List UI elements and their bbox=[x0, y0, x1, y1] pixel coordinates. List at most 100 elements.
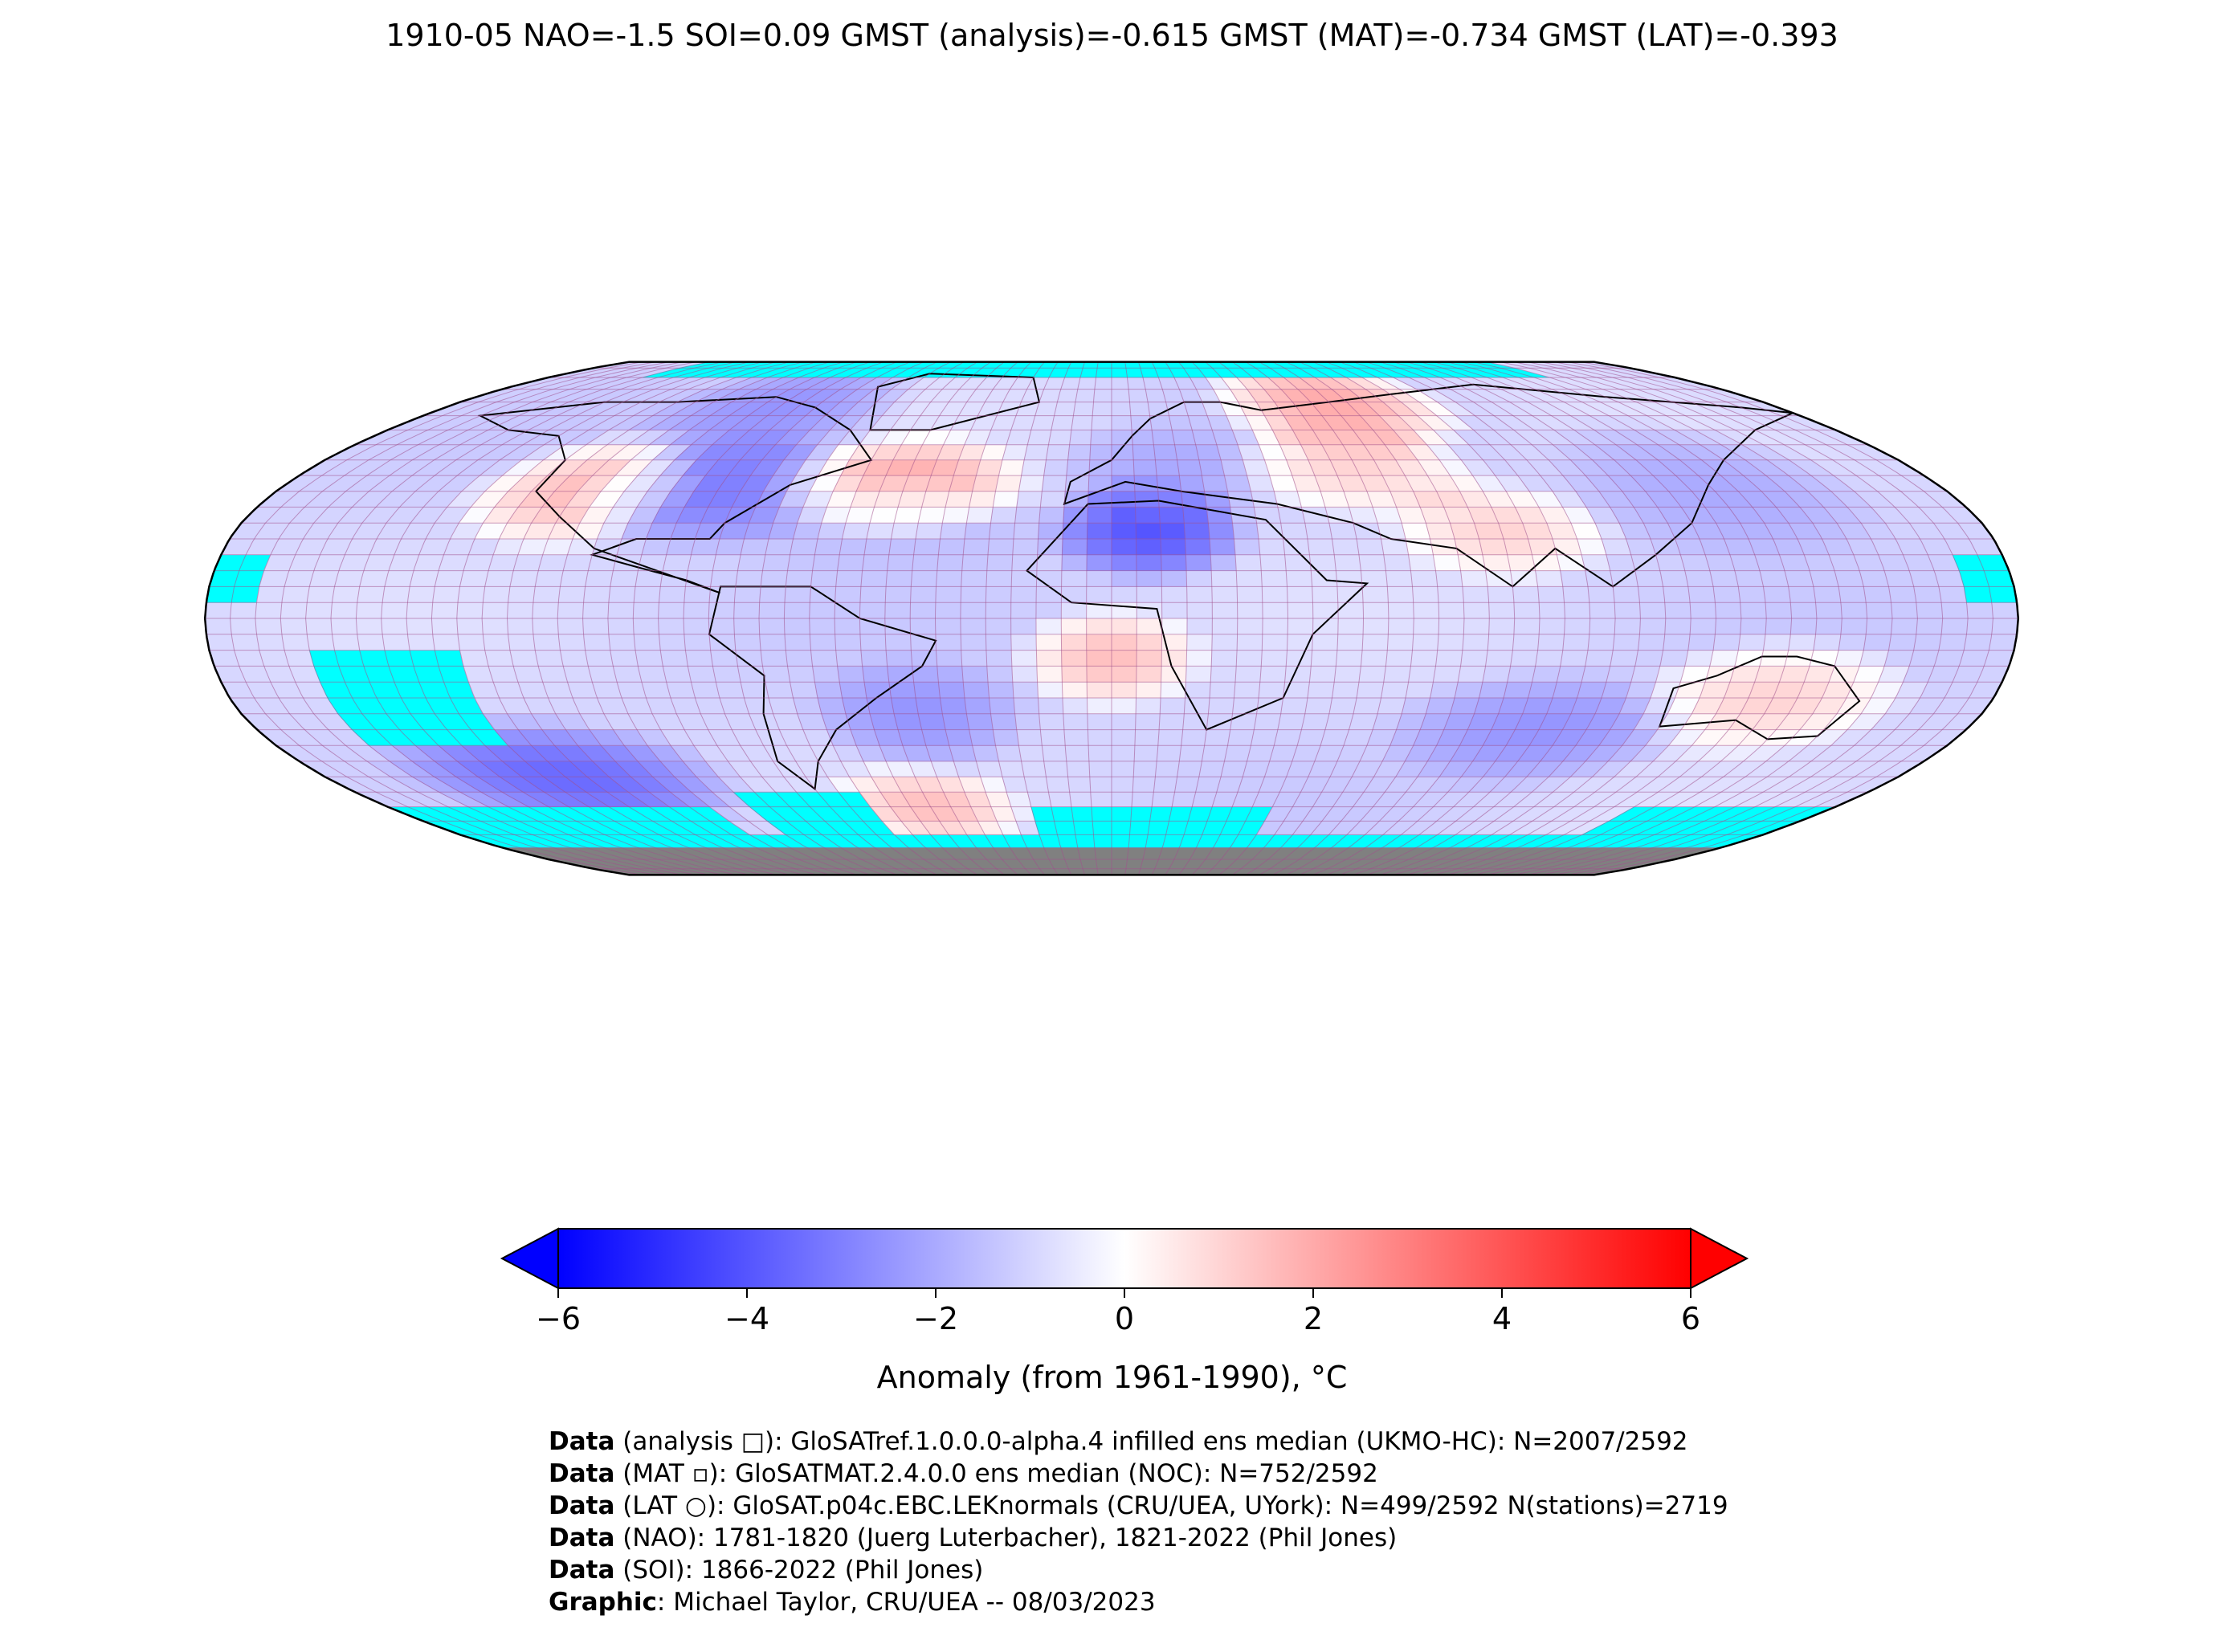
grid-cell bbox=[1211, 618, 1239, 635]
grid-cell bbox=[989, 697, 1015, 715]
grid-cell bbox=[1149, 806, 1173, 822]
grid-cell bbox=[1307, 538, 1335, 556]
grid-cell bbox=[1202, 475, 1228, 492]
grid-cell bbox=[1071, 415, 1093, 430]
grid-cell bbox=[1036, 554, 1063, 571]
grid-cell bbox=[560, 570, 589, 587]
grid-cell bbox=[1046, 444, 1070, 461]
grid-cell bbox=[1111, 859, 1128, 870]
grid-cell bbox=[1412, 586, 1439, 603]
grid-cell bbox=[989, 522, 1015, 540]
grid-cell bbox=[860, 570, 888, 587]
grid-cell bbox=[357, 634, 386, 651]
grid-cell bbox=[936, 570, 963, 587]
grid-cell bbox=[1425, 697, 1455, 715]
grid-cell bbox=[837, 666, 865, 683]
grid-cell bbox=[812, 666, 840, 683]
grid-cell bbox=[1073, 821, 1094, 835]
grid-cell bbox=[972, 744, 999, 762]
grid-cell bbox=[1503, 538, 1532, 556]
grid-cell bbox=[1612, 634, 1640, 651]
grid-cell bbox=[537, 554, 568, 571]
grid-cell bbox=[1581, 666, 1611, 683]
grid-cell bbox=[985, 618, 1012, 635]
grid-cell bbox=[1111, 367, 1128, 378]
grid-cell bbox=[1010, 570, 1038, 587]
grid-cell bbox=[859, 634, 887, 651]
grid-cell bbox=[1891, 618, 1918, 635]
grid-cell bbox=[1111, 586, 1137, 603]
grid-cell bbox=[1210, 666, 1237, 683]
credit-line: Data (MAT ▫): GloSATMAT.2.4.0.0 ens medi… bbox=[549, 1459, 1378, 1488]
grid-cell bbox=[666, 681, 696, 699]
grid-cell bbox=[990, 507, 1018, 524]
grid-cell bbox=[1178, 475, 1205, 492]
credits-block: Data (analysis □): GloSATref.1.0.0.0-alp… bbox=[549, 1426, 1728, 1618]
grid-cell bbox=[607, 602, 635, 619]
grid-cell bbox=[1014, 713, 1041, 730]
grid-cell bbox=[1865, 618, 1893, 635]
grid-cell bbox=[1087, 522, 1112, 540]
grid-cell bbox=[1198, 761, 1225, 777]
grid-cell bbox=[992, 729, 1019, 746]
grid-cell bbox=[1090, 430, 1112, 446]
grid-cell bbox=[1589, 602, 1616, 619]
grid-cell bbox=[1913, 634, 1942, 651]
grid-cell bbox=[961, 650, 988, 667]
grid-cell bbox=[1111, 507, 1136, 524]
grid-cell bbox=[1883, 650, 1915, 667]
grid-cell bbox=[1111, 522, 1136, 540]
grid-cell bbox=[1538, 602, 1565, 619]
grid-cell bbox=[1312, 602, 1339, 619]
grid-cell bbox=[1130, 806, 1153, 822]
grid-cell bbox=[608, 586, 636, 603]
grid-cell bbox=[1287, 586, 1313, 603]
grid-cell bbox=[1111, 650, 1137, 667]
grid-cell bbox=[1537, 634, 1565, 651]
grid-cell bbox=[1260, 570, 1287, 587]
grid-cell bbox=[434, 570, 464, 587]
grid-cell bbox=[992, 491, 1019, 508]
grid-cell bbox=[1412, 634, 1439, 651]
grid-cell bbox=[966, 713, 994, 730]
grid-cell bbox=[1552, 681, 1582, 699]
grid-cell bbox=[1132, 444, 1156, 461]
colorbar-extend-low bbox=[500, 1227, 559, 1290]
grid-cell bbox=[1687, 634, 1716, 651]
grid-cell bbox=[1043, 761, 1068, 777]
grid-cell bbox=[1740, 602, 1767, 619]
grid-cell bbox=[817, 697, 847, 715]
grid-cell bbox=[409, 650, 439, 667]
grid-cell bbox=[1634, 570, 1663, 587]
grid-cell bbox=[1234, 554, 1262, 571]
grid-cell bbox=[508, 634, 536, 651]
grid-cell bbox=[305, 618, 333, 635]
grid-cell bbox=[1038, 522, 1064, 540]
grid-cell bbox=[1236, 586, 1263, 603]
grid-cell bbox=[1815, 602, 1842, 619]
grid-cell bbox=[1562, 586, 1590, 603]
grid-cell bbox=[733, 602, 760, 619]
grid-cell bbox=[1715, 618, 1742, 635]
grid-cell bbox=[1788, 586, 1817, 603]
grid-cell bbox=[735, 570, 763, 587]
grid-cell bbox=[1487, 634, 1515, 651]
grid-cell bbox=[1333, 554, 1361, 571]
grid-cell bbox=[1940, 618, 1969, 635]
grid-cell bbox=[1013, 522, 1040, 540]
grid-cell bbox=[557, 618, 584, 635]
grid-cell bbox=[814, 538, 843, 556]
grid-cell bbox=[1186, 618, 1213, 635]
grid-cell bbox=[1156, 744, 1182, 762]
grid-cell bbox=[1198, 459, 1225, 476]
grid-cell bbox=[635, 650, 663, 667]
grid-cell bbox=[1863, 586, 1891, 603]
grid-cell bbox=[863, 538, 892, 556]
grid-cell bbox=[612, 666, 643, 683]
grid-cell bbox=[1487, 586, 1515, 603]
grid-cell bbox=[1202, 744, 1228, 762]
grid-cell bbox=[1089, 776, 1112, 793]
grid-cell bbox=[1177, 459, 1202, 476]
grid-cell bbox=[1513, 618, 1540, 635]
grid-cell bbox=[1111, 791, 1133, 807]
